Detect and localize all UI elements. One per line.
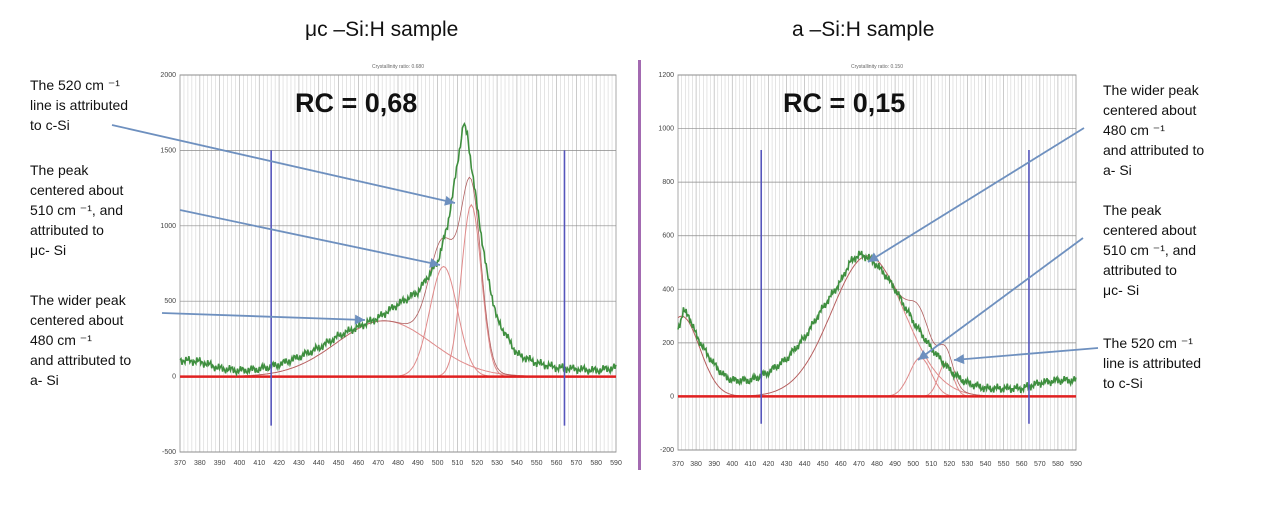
muc-x-tick-label: 420 [273, 460, 285, 467]
asi-annotation-arrowhead-1 [918, 350, 930, 360]
muc-x-tick-label: 590 [610, 460, 622, 467]
muc-x-tick-label: 520 [471, 460, 483, 467]
muc-y-tick-label: 2000 [160, 72, 176, 79]
muc-x-tick-label: 370 [174, 460, 186, 467]
asi-rc-value: RC = 0,15 [783, 88, 905, 118]
muc-x-tick-label: 390 [214, 460, 226, 467]
muc-annotation-arrow-2 [161, 312, 366, 321]
muc-y-tick-label: 1500 [160, 147, 176, 154]
muc-x-tick-label: 480 [392, 460, 404, 467]
asi-y-tick-label: 1200 [658, 72, 674, 79]
muc-y-tick-label: 0 [172, 374, 176, 381]
panel-title-asi: a –Si:H sample [792, 18, 935, 41]
asi-x-tick-label: 380 [690, 461, 702, 468]
muc-annotation-arrow-1 [179, 209, 441, 266]
asi-y-tick-label: 800 [662, 179, 674, 186]
muc-annotation-arrowhead-0 [444, 195, 455, 206]
asi-x-tick-label: 420 [763, 461, 775, 468]
asi-y-tick-label: 200 [662, 340, 674, 347]
annotation-uc-si-right: The peak centered about 510 cm ⁻¹, and a… [1103, 202, 1197, 298]
muc-y-tick-label: -500 [162, 449, 176, 456]
panel-title-muc: μc –Si:H sample [305, 18, 459, 41]
asi-annotation-arrow-1 [917, 237, 1084, 361]
muc-x-tick-label: 510 [452, 460, 464, 467]
asi-x-tick-label: 470 [853, 461, 865, 468]
muc-annotation-arrow-0 [111, 124, 456, 204]
muc-x-tick-label: 490 [412, 460, 424, 467]
asi-chart-small-title: Crystallinity ratio: 0.150 [851, 64, 903, 70]
muc-x-tick-label: 540 [511, 460, 523, 467]
muc-x-tick-label: 450 [333, 460, 345, 467]
asi-x-tick-label: 550 [998, 461, 1010, 468]
muc-x-tick-label: 550 [531, 460, 543, 467]
asi-x-tick-label: 580 [1052, 461, 1064, 468]
annotation-a-si-right: The wider peak centered about 480 cm ⁻¹ … [1103, 82, 1205, 178]
asi-annotation-arrowhead-2 [954, 354, 965, 365]
muc-rc-value: RC = 0,68 [295, 88, 417, 118]
asi-x-tick-label: 490 [889, 461, 901, 468]
muc-x-tick-label: 500 [432, 460, 444, 467]
muc-y-tick-label: 500 [164, 298, 176, 305]
muc-measured-spectrum [179, 121, 617, 378]
annotation-a-si-left: The wider peak centered about 480 cm ⁻¹ … [30, 292, 132, 388]
muc-x-tick-label: 560 [551, 460, 563, 467]
asi-x-tick-label: 570 [1034, 461, 1046, 468]
asi-x-tick-label: 540 [980, 461, 992, 468]
asi-y-tick-label: 600 [662, 233, 674, 240]
asi-x-tick-label: 410 [745, 461, 757, 468]
asi-x-tick-label: 390 [708, 461, 720, 468]
muc-chart-small-title: Crystallinity ratio: 0.680 [372, 64, 424, 70]
asi-x-tick-label: 450 [817, 461, 829, 468]
muc-x-tick-label: 430 [293, 460, 305, 467]
muc-x-tick-label: 470 [372, 460, 384, 467]
asi-x-tick-label: 430 [781, 461, 793, 468]
asi-x-tick-label: 460 [835, 461, 847, 468]
asi-x-tick-label: 560 [1016, 461, 1028, 468]
asi-measured-spectrum [677, 250, 1077, 394]
asi-x-tick-label: 440 [799, 461, 811, 468]
annotation-c-si-left: The 520 cm ⁻¹ line is attributed to c-Si [30, 77, 129, 133]
annotation-uc-si-left: The peak centered about 510 cm ⁻¹, and a… [30, 162, 124, 258]
muc-x-tick-label: 580 [590, 460, 602, 467]
asi-y-tick-label: 0 [670, 393, 674, 400]
muc-x-tick-label: 400 [234, 460, 246, 467]
asi-x-tick-label: 520 [944, 461, 956, 468]
asi-y-tick-label: 400 [662, 286, 674, 293]
muc-x-tick-label: 460 [353, 460, 365, 467]
asi-x-tick-label: 500 [907, 461, 919, 468]
muc-x-tick-label: 440 [313, 460, 325, 467]
panel-divider [638, 60, 641, 470]
asi-y-tick-label: 1000 [658, 126, 674, 133]
muc-x-tick-label: 380 [194, 460, 206, 467]
asi-x-tick-label: 510 [925, 461, 937, 468]
asi-x-tick-label: 400 [726, 461, 738, 468]
asi-annotation-arrow-0 [867, 127, 1085, 263]
asi-annotation-arrowhead-0 [868, 252, 880, 262]
asi-y-tick-label: -200 [660, 447, 674, 454]
muc-y-tick-label: 1000 [160, 223, 176, 230]
asi-x-tick-label: 480 [871, 461, 883, 468]
muc-x-tick-label: 410 [253, 460, 265, 467]
asi-x-tick-label: 590 [1070, 461, 1082, 468]
muc-annotation-arrowhead-2 [354, 314, 365, 325]
muc-x-tick-label: 530 [491, 460, 503, 467]
asi-x-tick-label: 370 [672, 461, 684, 468]
asi-annotation-arrow-2 [953, 347, 1099, 361]
muc-annotation-arrowhead-1 [429, 258, 440, 268]
asi-x-tick-label: 530 [962, 461, 974, 468]
annotation-c-si-right: The 520 cm ⁻¹ line is attributed to c-Si [1103, 335, 1202, 391]
muc-x-tick-label: 570 [571, 460, 583, 467]
